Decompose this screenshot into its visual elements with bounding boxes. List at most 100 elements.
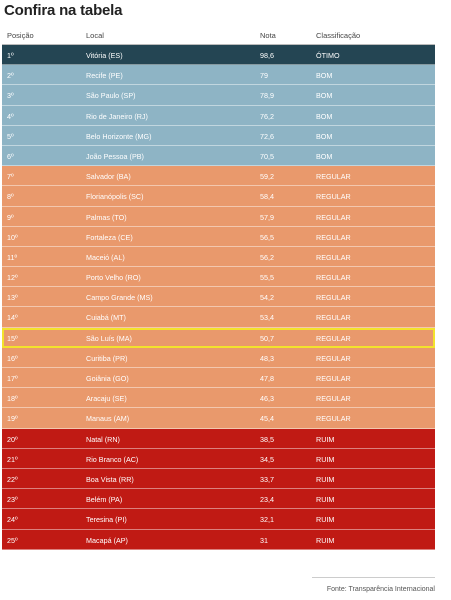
cell-place: Florianópolis (SC) — [86, 192, 144, 202]
source-note: Fonte: Transparência Internacional — [326, 586, 435, 593]
cell-position: 9º — [7, 212, 14, 222]
cell-rating: REGULAR — [316, 232, 351, 242]
cell-score: 57,9 — [260, 212, 274, 222]
cell-place: Macapá (AP) — [86, 535, 128, 545]
cell-score: 53,4 — [260, 313, 274, 323]
table-row: 10º Fortaleza (CE) 56,5 REGULAR — [2, 226, 435, 247]
cell-position: 13º — [7, 293, 18, 303]
table-row: 24º Teresina (PI) 32,1 RUIM — [2, 509, 435, 530]
header-rating: Classificação — [316, 31, 361, 40]
cell-rating: REGULAR — [316, 394, 351, 404]
table-row: 12º Porto Velho (RO) 55,5 REGULAR — [2, 267, 435, 288]
cell-place: Palmas (TO) — [86, 212, 127, 222]
cell-rating: BOM — [316, 151, 333, 161]
cell-score: 48,3 — [260, 353, 274, 363]
table-row: 20º Natal (RN) 38,5 RUIM — [2, 428, 435, 449]
cell-position: 20º — [7, 434, 18, 444]
cell-rating: REGULAR — [316, 273, 351, 283]
cell-position: 12º — [7, 273, 18, 283]
cell-rating: REGULAR — [316, 313, 351, 323]
cell-place: Curitiba (PR) — [86, 353, 128, 363]
table-row: 17º Goiânia (GO) 47,8 REGULAR — [2, 368, 435, 389]
table-body: 1º Vitória (ES) 98,6 ÓTIMO 2º Recife (PE) 79 BO… — [2, 45, 435, 550]
cell-place: Natal (RN) — [86, 434, 120, 444]
cell-position: 5º — [7, 131, 14, 141]
cell-score: 76,2 — [260, 111, 274, 121]
cell-place: Belo Horizonte (MG) — [86, 131, 152, 141]
cell-position: 7º — [7, 172, 14, 182]
cell-position: 16º — [7, 353, 18, 363]
table-row: 15º São Luís (MA) 50,7 REGULAR — [2, 327, 435, 348]
cell-position: 6º — [7, 151, 14, 161]
table-row: 18º Aracaju (SE) 46,3 REGULAR — [2, 388, 435, 409]
cell-score: 79 — [260, 71, 268, 81]
cell-place: Boa Vista (RR) — [86, 474, 134, 484]
cell-position: 17º — [7, 374, 18, 383]
cell-rating: BOM — [316, 111, 333, 121]
header-score: Nota — [260, 31, 276, 40]
table-row: 7º Salvador (BA) 59,2 REGULAR — [2, 166, 435, 187]
cell-rating: REGULAR — [316, 252, 351, 262]
cell-position: 2º — [7, 71, 14, 81]
cell-score: 45,4 — [260, 414, 274, 424]
cell-rating: REGULAR — [316, 333, 351, 343]
table-row: 6º João Pessoa (PB) 70,5 BOM — [2, 145, 435, 167]
cell-position: 18º — [7, 394, 18, 404]
cell-score: 58,4 — [260, 192, 274, 202]
cell-score: 98,6 — [260, 51, 274, 60]
table-row: 22º Boa Vista (RR) 33,7 RUIM — [2, 468, 435, 490]
cell-score: 46,3 — [260, 394, 274, 404]
cell-rating: REGULAR — [316, 374, 351, 383]
cell-rating: BOM — [316, 91, 333, 101]
table-row: 8º Florianópolis (SC) 58,4 REGULAR — [2, 186, 435, 207]
cell-position: 1º — [7, 51, 14, 60]
cell-score: 47,8 — [260, 374, 274, 383]
cell-rating: REGULAR — [316, 353, 351, 363]
cell-rating: REGULAR — [316, 192, 351, 202]
table-row: 3º São Paulo (SP) 78,9 BOM — [2, 85, 435, 106]
cell-score: 23,4 — [260, 495, 274, 505]
cell-score: 31 — [260, 535, 268, 545]
table-row: 9º Palmas (TO) 57,9 REGULAR — [2, 206, 435, 227]
cell-position: 10º — [7, 232, 18, 242]
cell-position: 22º — [7, 474, 18, 484]
cell-place: Goiânia (GO) — [86, 374, 129, 383]
cell-place: Vitória (ES) — [86, 51, 123, 60]
table-row: 21º Rio Branco (AC) 34,5 RUIM — [2, 448, 435, 469]
cell-score: 33,7 — [260, 474, 274, 484]
cell-score: 32,1 — [260, 515, 274, 525]
cell-score: 54,2 — [260, 293, 274, 303]
cell-score: 72,6 — [260, 131, 274, 141]
cell-rating: RUIM — [316, 474, 335, 484]
cell-score: 50,7 — [260, 333, 274, 343]
table-row: 11º Maceió (AL) 56,2 REGULAR — [2, 246, 435, 268]
cell-rating: REGULAR — [316, 212, 351, 222]
table-header: Posição Local Nota Classificação — [2, 27, 435, 45]
cell-place: Campo Grande (MS) — [86, 293, 153, 303]
cell-position: 25º — [7, 535, 18, 545]
header-position: Posição — [7, 31, 34, 40]
cell-position: 4º — [7, 111, 14, 121]
cell-place: Belém (PA) — [86, 495, 123, 505]
table-row: 1º Vitória (ES) 98,6 ÓTIMO — [2, 45, 435, 66]
table-row: 13º Campo Grande (MS) 54,2 REGULAR — [2, 287, 435, 308]
table-row: 25º Macapá (AP) 31 RUIM — [2, 529, 435, 550]
table-row: 14º Cuiabá (MT) 53,4 REGULAR — [2, 307, 435, 328]
cell-position: 24º — [7, 515, 18, 525]
cell-place: São Luís (MA) — [86, 333, 132, 343]
cell-rating: ÓTIMO — [316, 51, 340, 60]
cell-score: 34,5 — [260, 454, 274, 464]
cell-position: 15º — [7, 333, 18, 343]
source-divider — [312, 577, 435, 578]
cell-place: Maceió (AL) — [86, 252, 125, 262]
cell-rating: REGULAR — [316, 293, 351, 303]
cell-rating: RUIM — [316, 495, 335, 505]
cell-place: Porto Velho (RO) — [86, 273, 141, 283]
ranking-table: Posição Local Nota Classificação 1º Vitór… — [2, 27, 435, 550]
cell-rating: REGULAR — [316, 172, 351, 182]
table-row: 4º Rio de Janeiro (RJ) 76,2 BOM — [2, 105, 435, 126]
cell-position: 11º — [7, 252, 18, 262]
cell-score: 55,5 — [260, 273, 274, 283]
table-row: 19º Manaus (AM) 45,4 REGULAR — [2, 408, 435, 429]
cell-rating: RUIM — [316, 454, 335, 464]
